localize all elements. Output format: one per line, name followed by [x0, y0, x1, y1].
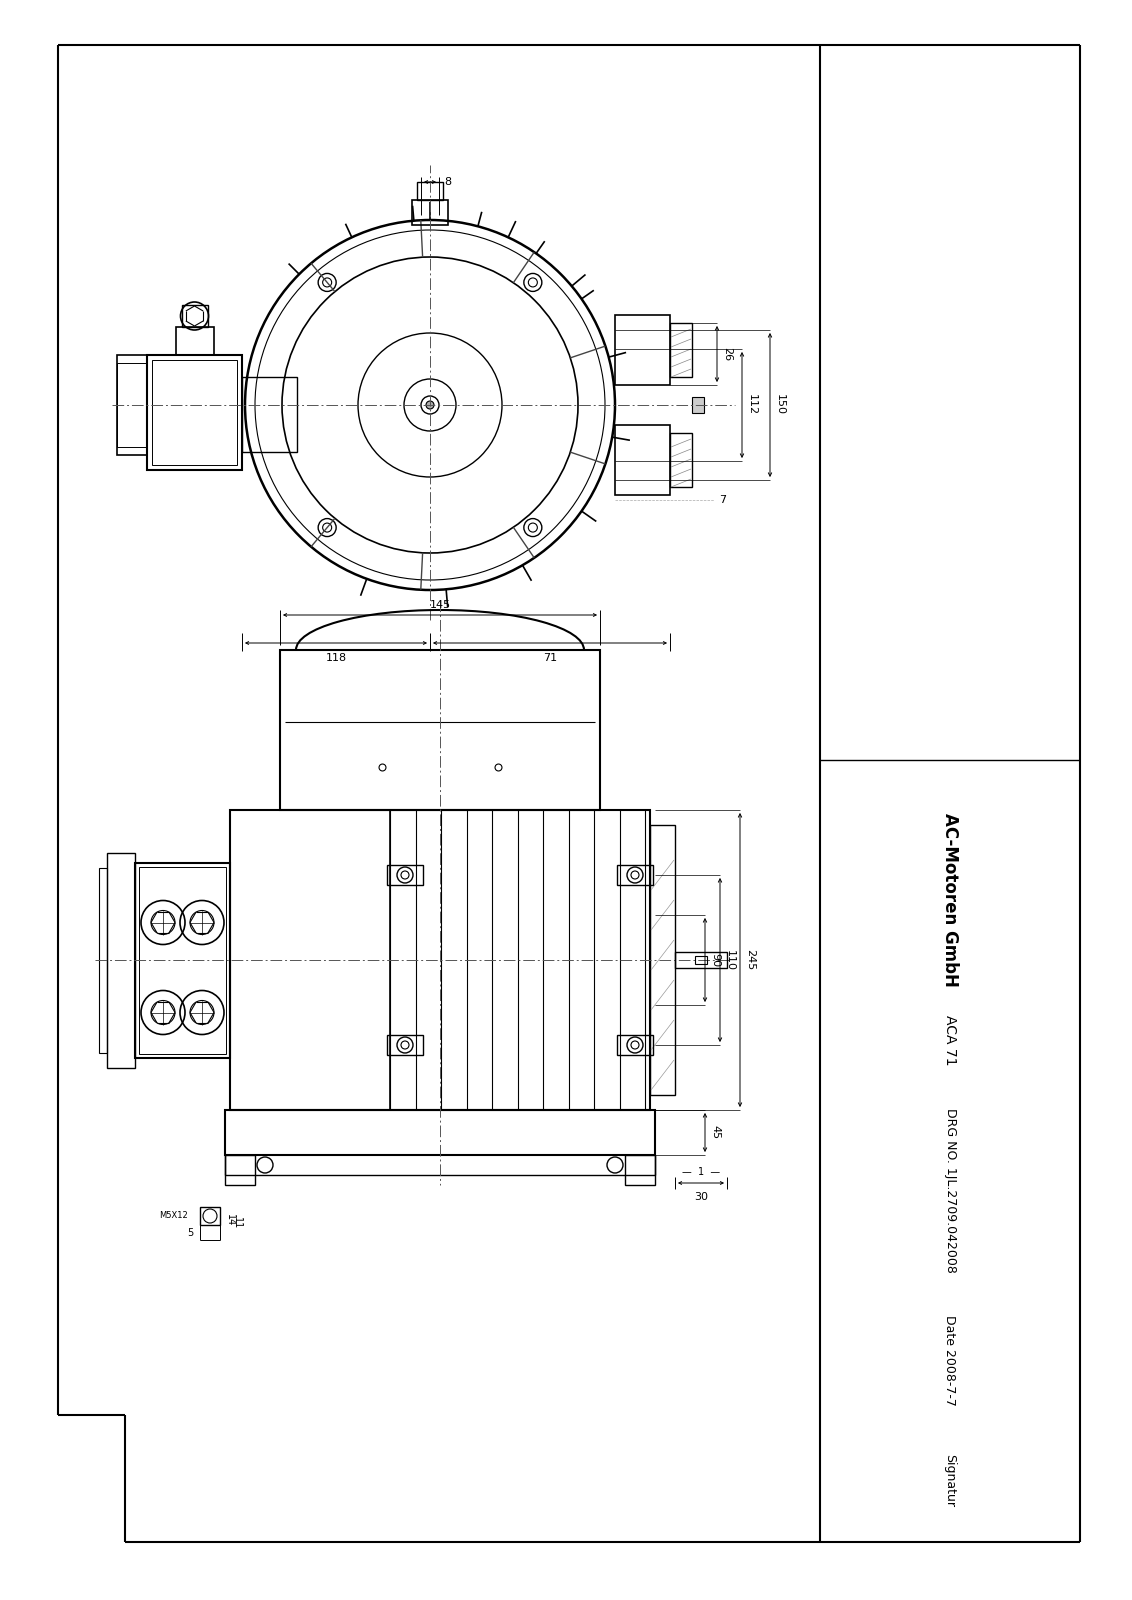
Text: 14: 14: [225, 1214, 235, 1226]
Bar: [615, 426, 670, 494]
Bar: [615, 315, 670, 386]
Bar: [650, 826, 675, 1094]
Bar: [695, 955, 708, 963]
Bar: [242, 378, 297, 451]
Bar: [117, 355, 147, 454]
Bar: [387, 1035, 423, 1054]
Text: M5X12: M5X12: [160, 1211, 188, 1221]
Text: 7: 7: [719, 494, 726, 506]
Bar: [617, 866, 653, 885]
Text: 150: 150: [775, 395, 784, 416]
Bar: [225, 1155, 255, 1186]
Bar: [98, 867, 108, 1053]
Bar: [181, 306, 207, 326]
Text: 8: 8: [444, 178, 452, 187]
Bar: [139, 867, 226, 1053]
Bar: [387, 866, 423, 885]
Bar: [412, 200, 448, 226]
Text: 90: 90: [710, 954, 720, 966]
Bar: [152, 360, 237, 466]
Text: —  1  —: — 1 —: [681, 1166, 720, 1178]
Text: 112: 112: [747, 395, 757, 416]
Bar: [280, 650, 600, 810]
Bar: [135, 862, 230, 1058]
Bar: [200, 1206, 220, 1226]
Text: 245: 245: [745, 949, 755, 971]
Text: 11: 11: [232, 1218, 242, 1229]
Bar: [670, 434, 692, 486]
Bar: [417, 182, 443, 200]
Text: 71: 71: [543, 653, 557, 662]
Bar: [225, 1110, 655, 1155]
Text: Date 2008-7-7: Date 2008-7-7: [943, 1315, 957, 1405]
Text: 145: 145: [429, 600, 451, 610]
Bar: [147, 355, 242, 470]
Text: 45: 45: [710, 1125, 720, 1139]
Text: Signatur: Signatur: [943, 1453, 957, 1507]
Text: 110: 110: [724, 949, 735, 971]
Bar: [117, 363, 147, 446]
Text: 5: 5: [187, 1229, 194, 1238]
Bar: [670, 323, 692, 378]
Text: 30: 30: [694, 1192, 708, 1202]
Bar: [625, 1155, 655, 1186]
Bar: [108, 853, 135, 1067]
Bar: [675, 952, 727, 968]
Bar: [230, 810, 650, 1110]
Text: ACA 71: ACA 71: [943, 1014, 957, 1066]
Bar: [175, 326, 214, 355]
Bar: [617, 1035, 653, 1054]
Text: AC-Motoren GmbH: AC-Motoren GmbH: [941, 813, 959, 987]
Bar: [692, 397, 704, 413]
Text: 26: 26: [722, 347, 732, 362]
Text: DRG NO. 1JL.2709.042008: DRG NO. 1JL.2709.042008: [943, 1107, 957, 1272]
Circle shape: [426, 402, 434, 410]
Text: 118: 118: [325, 653, 346, 662]
